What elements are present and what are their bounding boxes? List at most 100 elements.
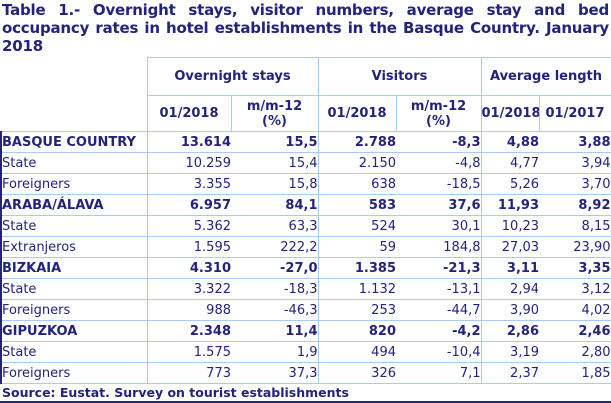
value-cell: 773 bbox=[147, 362, 231, 384]
value-cell: 59 bbox=[317, 236, 396, 258]
value-cell: 583 bbox=[317, 194, 396, 216]
value-cell: 326 bbox=[317, 362, 396, 384]
value-cell: 988 bbox=[147, 299, 231, 321]
value-cell: 4.310 bbox=[147, 257, 231, 279]
column-group-average-length: Average length bbox=[480, 57, 611, 96]
value-cell: 10,23 bbox=[480, 215, 539, 237]
subheader-overnight-012018: 01/2018 bbox=[146, 95, 232, 132]
value-cell: 3,90 bbox=[480, 299, 539, 321]
table-row: State 10.259 15,4 2.150 -4,8 4,77 3,94 bbox=[0, 152, 611, 174]
value-cell: 23,90 bbox=[539, 236, 611, 258]
subheader-average-012017: 01/2017 bbox=[538, 95, 611, 132]
value-cell: 27,03 bbox=[480, 236, 539, 258]
value-cell: 4,77 bbox=[480, 152, 539, 174]
value-cell: -18,5 bbox=[396, 173, 481, 195]
value-cell: 2,80 bbox=[539, 341, 611, 363]
value-cell: 1.595 bbox=[147, 236, 231, 258]
table-row: ARABA/ÁLAVA 6.957 84,1 583 37,6 11,93 8,92 bbox=[0, 194, 611, 216]
value-cell: 524 bbox=[317, 215, 396, 237]
value-cell: -10,4 bbox=[396, 341, 481, 363]
row-label: BIZKAIA bbox=[0, 257, 148, 279]
value-cell: -4,8 bbox=[396, 152, 481, 174]
table-row: Foreigners 988 -46,3 253 -44,7 3,90 4,02 bbox=[0, 299, 611, 321]
value-cell: -4,2 bbox=[396, 320, 481, 342]
value-cell: 8,15 bbox=[539, 215, 611, 237]
table-row: Foreigners 773 37,3 326 7,1 2,37 1,85 bbox=[0, 362, 611, 384]
value-cell: 3,12 bbox=[539, 278, 611, 300]
value-cell: 10.259 bbox=[147, 152, 231, 174]
value-cell: 1.385 bbox=[317, 257, 396, 279]
table-body: BASQUE COUNTRY 13.614 15,5 2.788 -8,3 4,88 3,… bbox=[0, 131, 611, 384]
value-cell: 2.348 bbox=[147, 320, 231, 342]
source-note: Source: Eustat. Survey on tourist establ… bbox=[2, 385, 349, 400]
value-cell: 4,02 bbox=[539, 299, 611, 321]
value-cell: 3.355 bbox=[147, 173, 231, 195]
value-cell: 3,70 bbox=[539, 173, 611, 195]
value-cell: -44,7 bbox=[396, 299, 481, 321]
value-cell: 7,1 bbox=[396, 362, 481, 384]
table-row: State 3.322 -18,3 1.132 -13,1 2,94 3,12 bbox=[0, 278, 611, 300]
value-cell: -21,3 bbox=[396, 257, 481, 279]
subheader-visitors-mm12: m/m-12 (%) bbox=[395, 95, 482, 132]
value-cell: 11,4 bbox=[231, 320, 318, 342]
row-label: GIPUZKOA bbox=[0, 320, 148, 342]
value-cell: 3,35 bbox=[539, 257, 611, 279]
row-label: State bbox=[0, 215, 148, 237]
column-group-visitors: Visitors bbox=[317, 57, 482, 96]
row-label: Foreigners bbox=[0, 173, 148, 195]
value-cell: 15,5 bbox=[231, 131, 318, 153]
value-cell: 2,37 bbox=[480, 362, 539, 384]
value-cell: 2.150 bbox=[317, 152, 396, 174]
value-cell: 63,3 bbox=[231, 215, 318, 237]
value-cell: 3,11 bbox=[480, 257, 539, 279]
value-cell: 253 bbox=[317, 299, 396, 321]
table-row: BASQUE COUNTRY 13.614 15,5 2.788 -8,3 4,88 3,… bbox=[0, 131, 611, 153]
value-cell: 2.788 bbox=[317, 131, 396, 153]
value-cell: 30,1 bbox=[396, 215, 481, 237]
row-label: State bbox=[0, 341, 148, 363]
value-cell: 37,3 bbox=[231, 362, 318, 384]
value-cell: -13,1 bbox=[396, 278, 481, 300]
value-cell: -27,0 bbox=[231, 257, 318, 279]
stats-table: Overnight stays Visitors Average length … bbox=[0, 57, 611, 384]
row-label: State bbox=[0, 278, 148, 300]
row-label: Foreigners bbox=[0, 362, 148, 384]
value-cell: 2,86 bbox=[480, 320, 539, 342]
row-label: Foreigners bbox=[0, 299, 148, 321]
row-label: State bbox=[0, 152, 148, 174]
value-cell: 15,8 bbox=[231, 173, 318, 195]
value-cell: 184,8 bbox=[396, 236, 481, 258]
subheader-overnight-mm12: m/m-12 (%) bbox=[230, 95, 319, 132]
value-cell: 1.132 bbox=[317, 278, 396, 300]
value-cell: 8,92 bbox=[539, 194, 611, 216]
value-cell: 15,4 bbox=[231, 152, 318, 174]
value-cell: 1.575 bbox=[147, 341, 231, 363]
value-cell: 2,94 bbox=[480, 278, 539, 300]
value-cell: 494 bbox=[317, 341, 396, 363]
value-cell: 4,88 bbox=[480, 131, 539, 153]
table-row: GIPUZKOA 2.348 11,4 820 -4,2 2,86 2,46 bbox=[0, 320, 611, 342]
value-cell: 222,2 bbox=[231, 236, 318, 258]
subheader-average-012018: 01/2018 bbox=[480, 95, 540, 132]
value-cell: 11,93 bbox=[480, 194, 539, 216]
value-cell: 1,85 bbox=[539, 362, 611, 384]
table-row: Extranjeros 1.595 222,2 59 184,8 27,03 23,90 bbox=[0, 236, 611, 258]
value-cell: 84,1 bbox=[231, 194, 318, 216]
value-cell: 1,9 bbox=[231, 341, 318, 363]
value-cell: 13.614 bbox=[147, 131, 231, 153]
table-row: BIZKAIA 4.310 -27,0 1.385 -21,3 3,11 3,35 bbox=[0, 257, 611, 279]
value-cell: 2,46 bbox=[539, 320, 611, 342]
row-label: BASQUE COUNTRY bbox=[0, 131, 148, 153]
corner-cell bbox=[1, 57, 147, 132]
table-header: Overnight stays Visitors Average length … bbox=[1, 57, 611, 132]
row-label: ARABA/ÁLAVA bbox=[0, 194, 148, 216]
page-title: Table 1.- Overnight stays, visitor numbe… bbox=[2, 1, 609, 55]
value-cell: 3,19 bbox=[480, 341, 539, 363]
value-cell: 638 bbox=[317, 173, 396, 195]
value-cell: 3,88 bbox=[539, 131, 611, 153]
value-cell: 5.362 bbox=[147, 215, 231, 237]
value-cell: 3.322 bbox=[147, 278, 231, 300]
row-label: Extranjeros bbox=[0, 236, 148, 258]
table-row: Foreigners 3.355 15,8 638 -18,5 5,26 3,70 bbox=[0, 173, 611, 195]
